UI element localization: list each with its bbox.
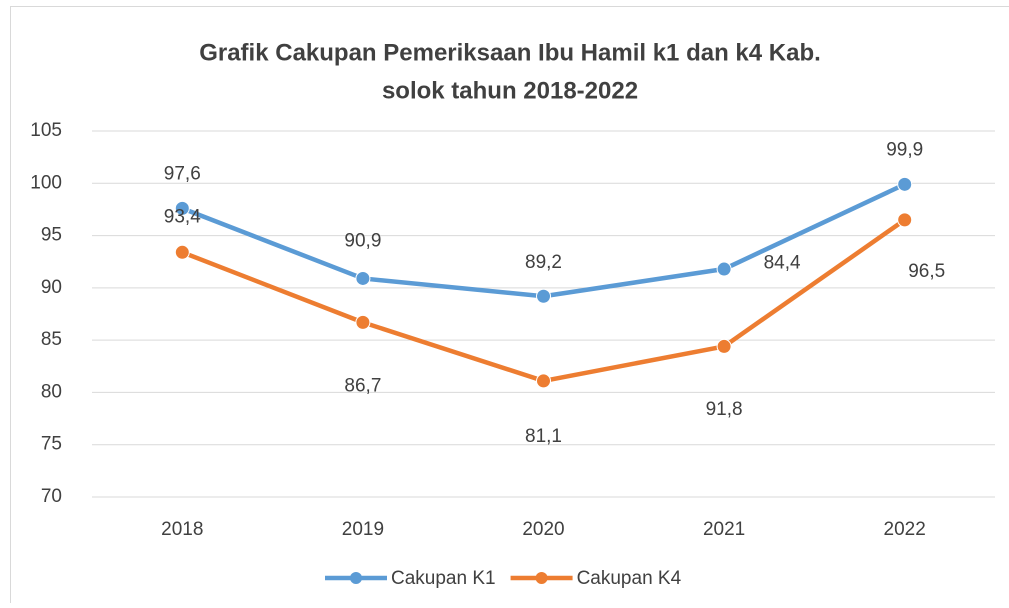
data-label: 84,4: [764, 252, 801, 273]
x-tick-label: 2022: [884, 519, 926, 540]
data-point: [537, 289, 551, 303]
legend-label: Cakupan K1: [391, 568, 496, 589]
data-point: [717, 339, 731, 353]
data-point: [898, 213, 912, 227]
data-label: 97,6: [164, 163, 201, 184]
legend-marker: [350, 572, 362, 584]
y-tick-label: 75: [41, 434, 62, 455]
y-tick-label: 105: [30, 120, 62, 141]
x-tick-label: 2018: [161, 519, 203, 540]
legend-marker: [536, 572, 548, 584]
y-tick-label: 90: [41, 277, 62, 298]
x-tick-label: 2020: [522, 519, 564, 540]
chart-title-2: solok tahun 2018-2022: [382, 77, 638, 104]
data-label: 91,8: [706, 399, 743, 420]
data-point: [356, 271, 370, 285]
data-label: 99,9: [886, 139, 923, 160]
y-tick-label: 70: [41, 486, 62, 507]
data-label: 81,1: [525, 426, 562, 447]
legend-label: Cakupan K4: [577, 568, 682, 589]
y-tick-label: 85: [41, 329, 62, 350]
x-tick-label: 2021: [703, 519, 745, 540]
data-point: [537, 374, 551, 388]
y-tick-label: 95: [41, 225, 62, 246]
x-tick-label: 2019: [342, 519, 384, 540]
data-point: [356, 315, 370, 329]
data-label: 86,7: [344, 375, 381, 396]
data-point: [717, 262, 731, 276]
data-point: [898, 177, 912, 191]
data-label: 93,4: [164, 206, 201, 227]
data-label: 90,9: [344, 230, 381, 251]
chart-title: Grafik Cakupan Pemeriksaan Ibu Hamil k1 …: [199, 39, 821, 66]
data-point: [175, 245, 189, 259]
data-label: 89,2: [525, 252, 562, 273]
data-label: 96,5: [908, 261, 945, 282]
y-tick-label: 80: [41, 381, 62, 402]
y-tick-label: 100: [30, 172, 62, 193]
